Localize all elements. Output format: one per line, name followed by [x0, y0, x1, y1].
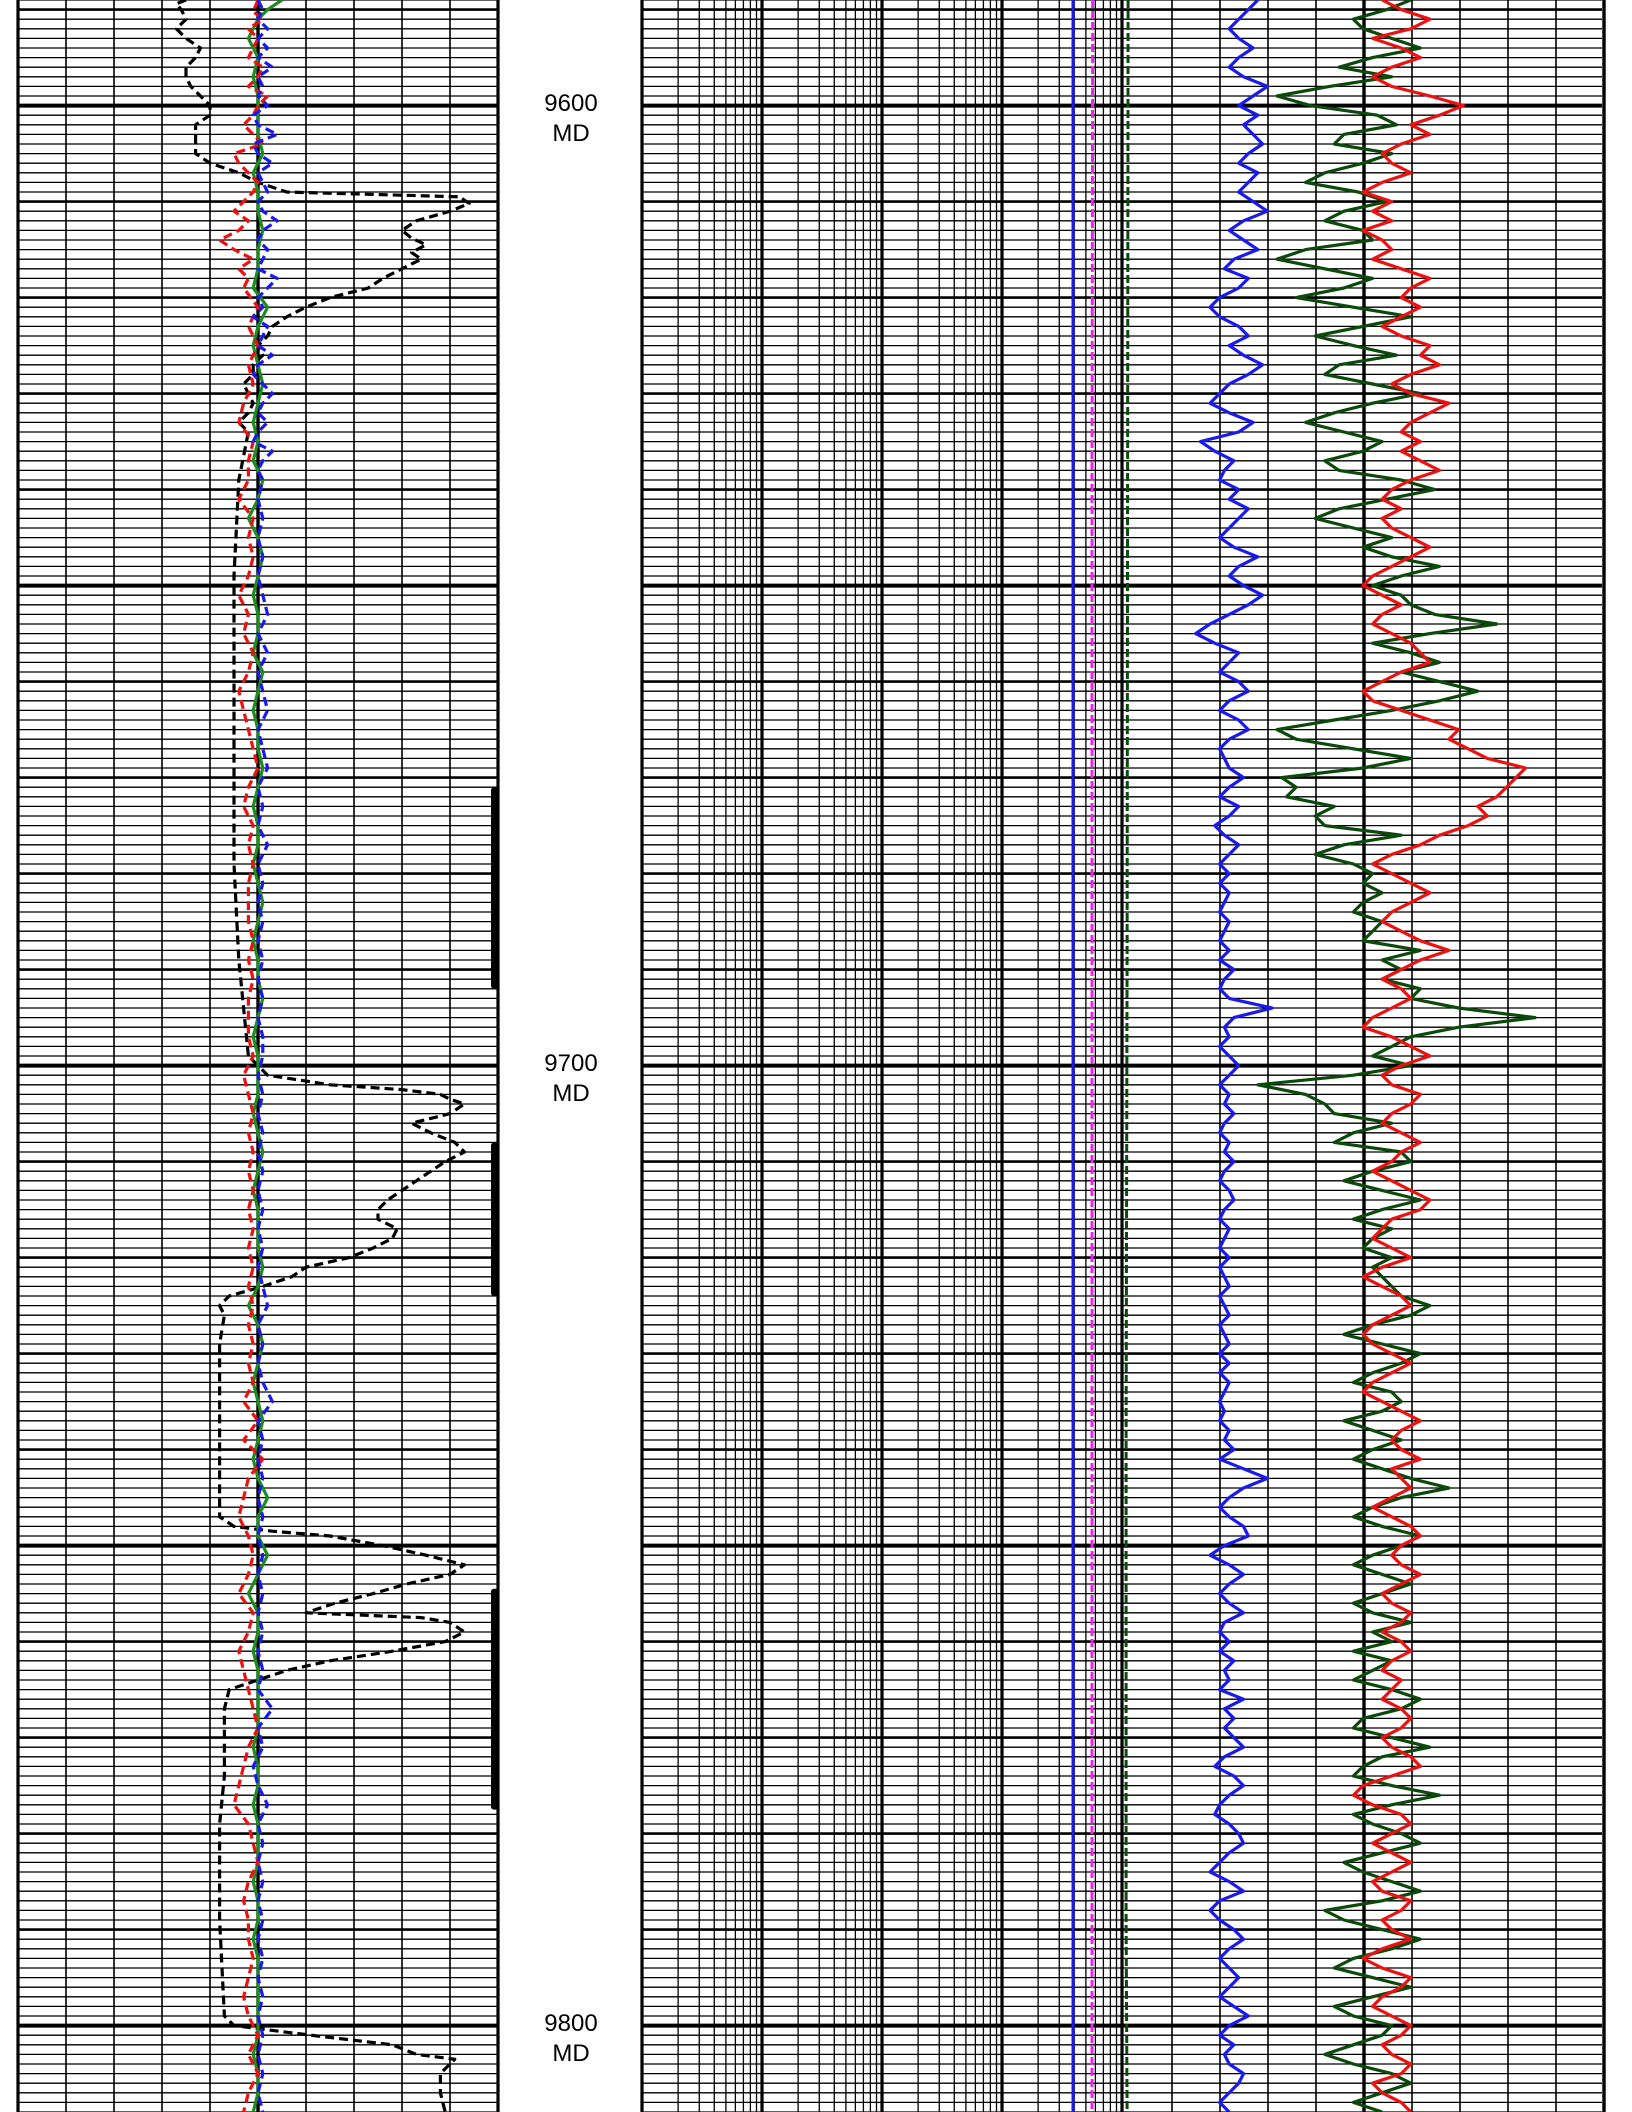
- track-2-series-dark-green: [1124, 0, 1130, 2112]
- log-curves: [174, 0, 1537, 2112]
- depth-flag: [491, 1588, 499, 1810]
- depth-flag: [491, 787, 499, 989]
- track-1-series-blue: [251, 0, 279, 2112]
- track-3-series-dark-green: [1256, 0, 1537, 2112]
- depth-label-9600: 9600: [544, 90, 597, 117]
- depth-flags: [491, 787, 499, 1810]
- track-2-series-magenta: [1090, 0, 1095, 2112]
- depth-label-9700: 9700: [544, 1050, 597, 1077]
- track-1-series-red: [218, 0, 270, 2112]
- depth-label-9800: 9800: [544, 2010, 597, 2037]
- depth-unit-9600: MD: [552, 120, 589, 147]
- grid-lines: [16, 0, 1606, 2112]
- depth-unit-9700: MD: [552, 1080, 589, 1107]
- track-1-series-black-dashed: [174, 0, 471, 2112]
- track-1-series-green: [246, 0, 283, 2112]
- depth-labels: 9600 MD 9700 MD 9800 MD: [544, 90, 597, 2067]
- depth-unit-9800: MD: [552, 2040, 589, 2067]
- track-3-series-red: [1351, 0, 1528, 2112]
- track-3-series-blue: [1194, 0, 1274, 2112]
- depth-flag: [491, 1142, 499, 1296]
